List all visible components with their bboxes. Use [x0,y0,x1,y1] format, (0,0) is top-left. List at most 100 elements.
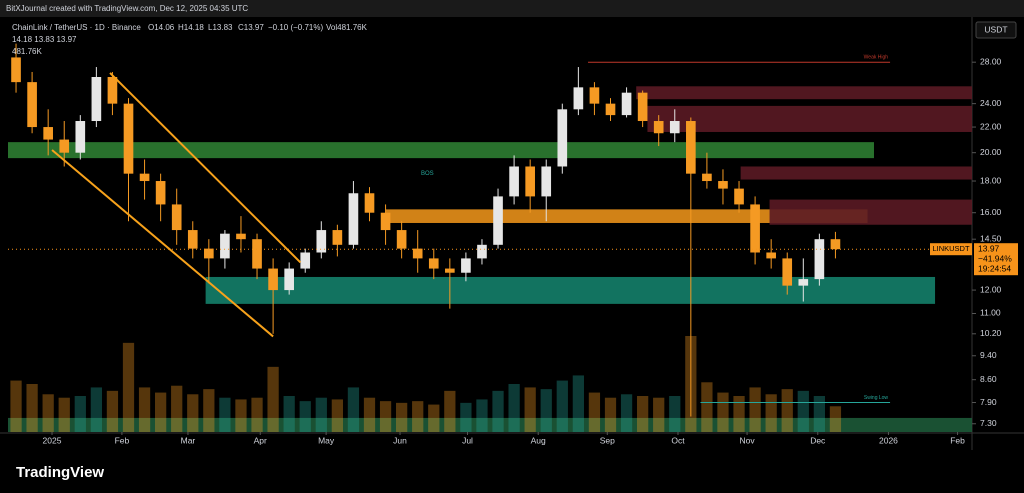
currency-box [975,21,1017,39]
zone [8,142,874,159]
countdown: 19:24:54 [978,263,1011,273]
volume-bar [733,396,745,432]
change: −0.10 (−0.71%) [268,23,323,32]
candle-body [428,258,439,269]
open: O14.06 [148,23,175,32]
x-tick-label: Feb [115,435,130,445]
volume-bar [106,390,119,432]
y-tick-label: 7.30 [980,418,997,428]
candle-body [525,166,535,197]
trendline [51,149,274,338]
volume-bar [524,387,536,432]
candle-body [364,193,375,213]
volume-bar [122,342,135,432]
candle-body [477,244,487,259]
level-label: Swing Low [864,395,889,401]
volume-bar [74,396,86,432]
volume-bar [588,392,601,432]
zone [205,276,936,304]
candle-body [284,268,294,291]
candle-body [220,233,230,259]
candle-body [589,87,600,104]
volume-bar [669,396,681,432]
volume-bar [58,397,70,432]
candle-body [107,77,118,104]
candle-body [445,268,455,273]
volume-bar [299,401,311,432]
volume-bar [347,387,360,432]
candle-body [236,233,246,240]
x-tick-label: 2025 [43,435,62,445]
volume-bar [781,389,793,432]
candle-body [332,230,343,245]
currency: USDT [984,24,1007,34]
y-tick-label: 16.00 [980,207,1002,217]
volume-bar [749,387,761,432]
x-tick-label: Apr [254,435,267,445]
low: L13.83 [208,23,233,32]
volume-bar [797,390,809,432]
volume-bar [363,397,376,432]
candle-body [139,173,150,182]
price-box [974,243,1018,276]
symbol-label: LINKUSDT [932,244,970,253]
volume-bar [267,366,279,432]
candle-body [493,196,503,245]
volume-bar [829,406,842,432]
zone [740,166,972,180]
level-label: Weak High [864,55,889,61]
candle-body [814,239,825,280]
candle-body [171,204,182,231]
annotation: BOS [421,171,434,177]
y-tick-label: 18.00 [980,175,1002,185]
plot: Weak High Swing Low BOS LINKUSDT 13.97−41.94… [8,43,1018,432]
volume-bar [203,389,215,432]
candle-body [204,248,214,259]
candle-body [573,87,584,110]
x-tick-label: Sep [600,435,615,445]
x-tick-label: 2026 [879,435,898,445]
volume-bar [476,399,488,432]
candle-body [252,239,262,269]
candle-body [396,230,407,249]
x-tick-label: May [318,435,335,445]
close: C13.97 [238,23,264,32]
volume-bar [412,401,424,432]
candle-body [782,258,793,286]
x-tick-label: Aug [531,435,546,445]
y-tick-label: 28.00 [980,56,1002,66]
y-tick-label: 24.00 [980,98,1002,108]
volume-bar [637,396,649,432]
candle-body [187,230,198,249]
candle-body [605,103,616,116]
volume: Vol481.76K [326,23,368,32]
volume-bar [653,397,665,432]
candle-body [686,121,696,174]
volume-bar [42,394,54,432]
indicator-values: 14.18 13.83 13.97 [12,35,77,44]
y-tick-label: 12.00 [980,284,1002,294]
candle-body [798,279,809,286]
zone [647,105,972,132]
symbol-box [930,243,972,256]
candle-body [123,103,134,174]
symbol: ChainLink / TetherUS · 1D · Binance [12,23,141,32]
volume-bar [444,390,456,432]
volume-bar [508,384,520,432]
x-tick-label: Mar [181,435,196,445]
candle-body [750,204,760,253]
logo: TradingView [16,464,104,481]
volume-bar [701,382,713,432]
candle-body [75,121,86,153]
x-tick-label: Dec [810,435,826,445]
volume-bar [492,390,504,432]
volume-bar [556,380,568,432]
volume-bar [187,394,199,432]
candle-body [380,212,391,231]
x-tick-label: Jul [462,435,473,445]
volume-bar [428,404,440,432]
trendline [109,72,302,264]
y-tick-label: 9.40 [980,350,997,360]
